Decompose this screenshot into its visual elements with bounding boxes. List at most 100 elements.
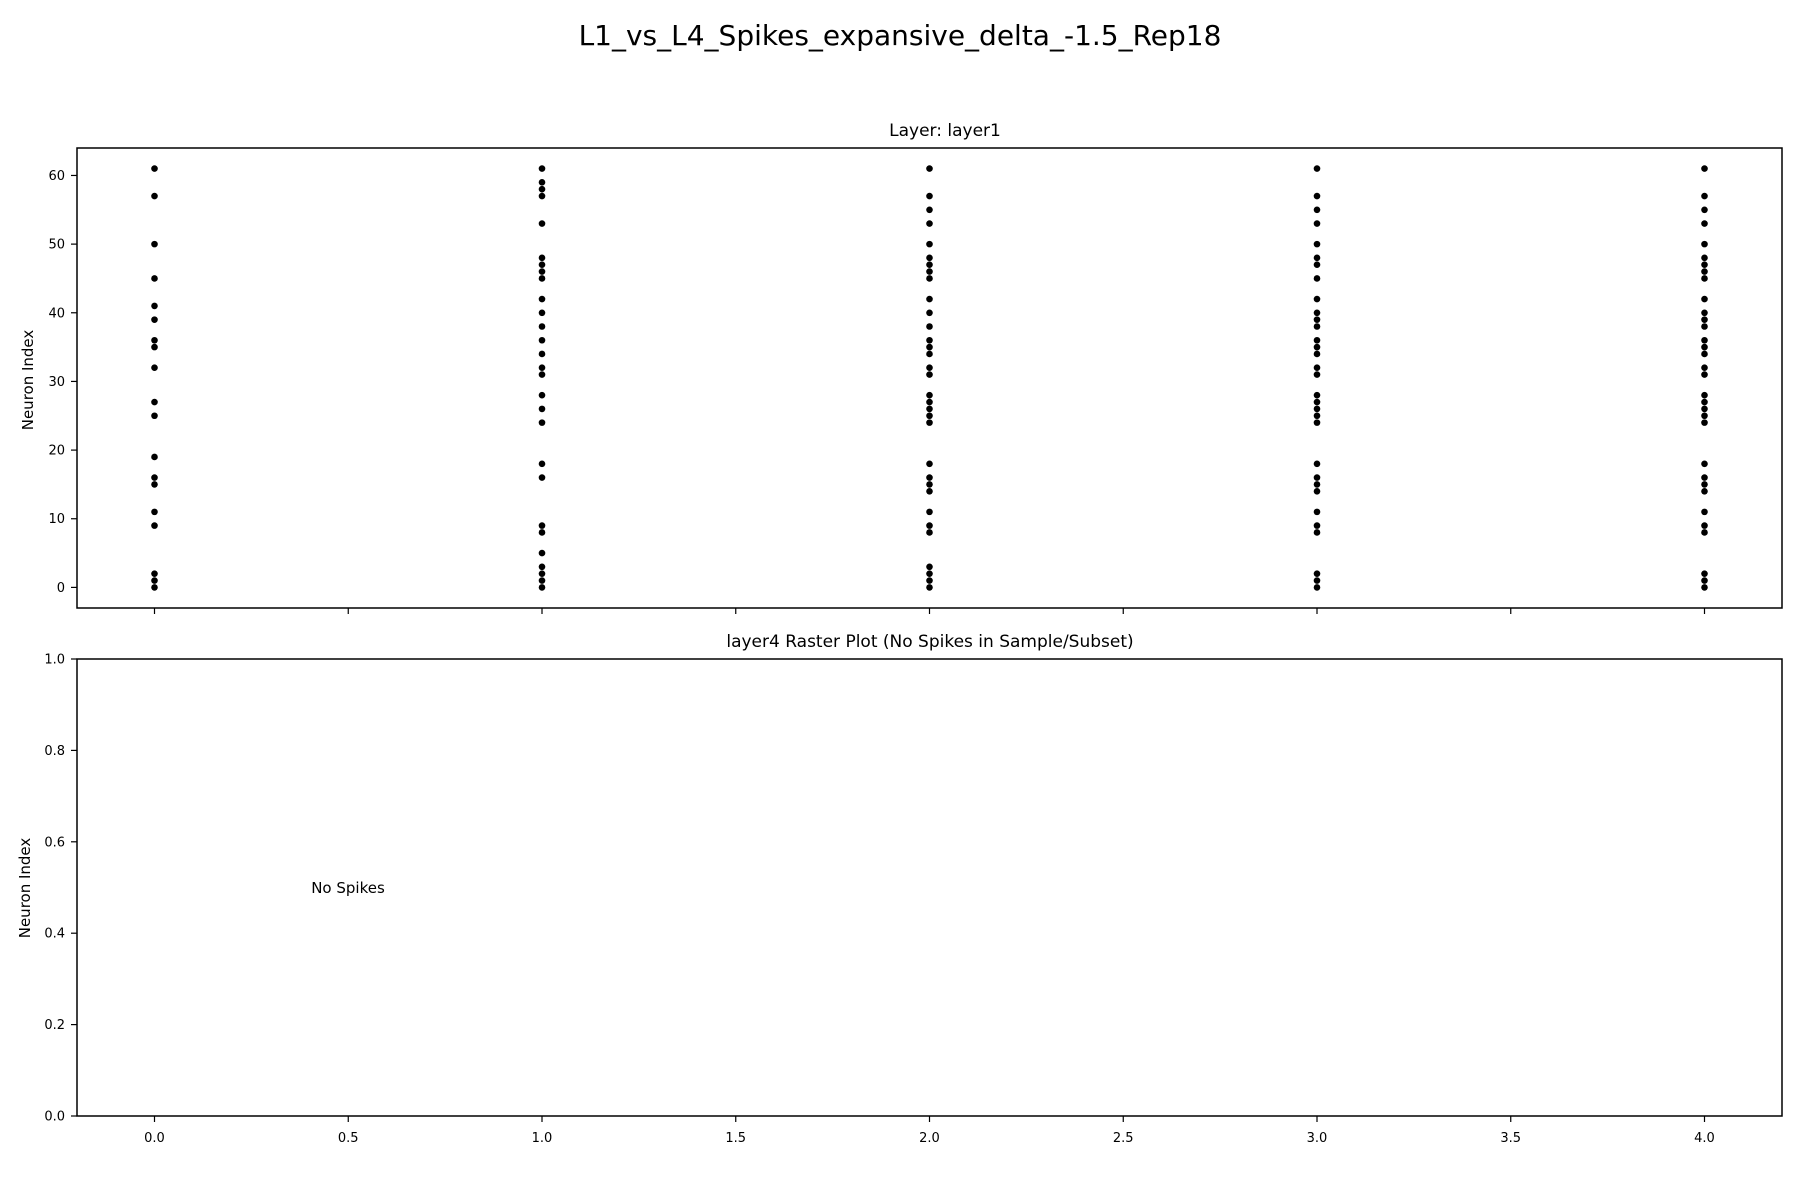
spike-point [538,364,546,372]
spike-point [926,323,933,330]
spike-point [1313,419,1321,426]
spike-point [926,412,933,420]
spike-point [926,570,933,577]
spike-point [1701,316,1708,323]
spike-point [1313,206,1321,214]
layer4-x-tick-label: 1.0 [532,1131,553,1146]
spike-point [926,192,933,200]
spike-point [1313,261,1321,269]
spike-point [1313,254,1321,262]
spike-point [538,350,546,358]
layer1-plot-frame [76,147,1783,609]
spike-point [538,549,546,557]
spike-point [1701,165,1708,172]
layer4-axes: 0.0 0.5 1.0 1.5 2.0 2.5 3.0 3.5 4.0 0.0 0.2 0.4 0.6 0… [44,653,1715,1147]
spike-point [926,508,933,516]
layer4-y-axis-label: Neuron Index [16,838,34,939]
spike-point [538,185,546,193]
spike-point [926,275,933,282]
spike-point [1313,309,1321,317]
layer1-y-tick-label: 0 [57,581,65,596]
spike-point [926,460,933,468]
spike-point [1701,398,1708,406]
spike-point [1701,295,1708,303]
spike-point [1701,577,1708,584]
spike-point [1313,405,1321,413]
spike-point [151,481,158,488]
layer1-y-axis-label: Neuron Index [19,330,37,431]
spike-point [538,179,546,186]
spike-point [151,192,158,200]
spike-point [926,364,933,372]
spike-point [1313,508,1321,516]
spike-point [1313,295,1321,303]
spike-point [538,529,546,536]
layer1-panel-title: Layer: layer1 [889,121,1001,141]
layer1-spike-marks [151,165,1708,591]
spike-point [1701,192,1708,200]
spike-point [151,336,158,344]
spike-point [1701,254,1708,262]
spike-point [1701,336,1708,344]
spike-point [1313,584,1321,591]
spike-point [926,350,933,358]
layer4-y-tick-label: 0.2 [44,1018,65,1033]
spike-point [151,364,158,372]
spike-point [1313,474,1321,481]
spike-point [151,343,158,351]
spike-point [1701,220,1708,227]
spike-point [538,405,546,413]
spike-point [1313,487,1321,495]
spike-point [1701,343,1708,351]
layer4-x-tick-label: 2.0 [919,1131,940,1146]
spike-point [1701,323,1708,330]
layer4-y-tick-label: 1.0 [44,653,65,668]
spike-point [1701,391,1708,399]
spike-point [1313,398,1321,406]
spike-point [1313,371,1321,378]
spike-point [1701,474,1708,481]
layer4-x-tick-label: 3.0 [1307,1131,1328,1146]
spike-point [1701,584,1708,591]
spike-point [1701,240,1708,248]
spike-point [538,336,546,344]
spike-point [926,391,933,399]
spike-point [151,398,158,406]
spike-point [151,522,158,529]
spike-point [1313,522,1321,529]
layer4-x-tick-label: 3.5 [1500,1131,1521,1146]
spike-point [538,419,546,426]
layer1-y-tick-label: 30 [48,375,65,390]
spike-point [1701,275,1708,282]
spike-point [926,343,933,351]
spike-point [151,508,158,516]
figure-title: L1_vs_L4_Spikes_expansive_delta_-1.5_Rep… [579,19,1222,52]
spike-point [1701,412,1708,420]
spike-point [1701,481,1708,488]
spike-point [1313,165,1321,172]
layer4-y-tick-label: 0.6 [44,835,65,850]
spike-point [151,165,158,172]
spike-point [1701,206,1708,214]
layer1-y-tick-label: 50 [48,238,65,253]
layer4-y-tick-label: 0.4 [44,927,65,942]
spike-point [151,453,158,461]
layer1-axes: 0 10 20 30 40 50 60 [48,169,1706,614]
spike-point [926,295,933,303]
spike-point [1701,529,1708,536]
spike-point [1313,412,1321,420]
spike-point [1313,460,1321,468]
spike-point [538,460,546,468]
spike-point [538,371,546,378]
spike-point [538,309,546,317]
spike-point [151,570,158,577]
spike-point [1701,570,1708,577]
spike-point [151,302,158,310]
layer4-y-tick-label: 0.0 [44,1110,65,1125]
spike-point [926,487,933,495]
spike-point [1313,481,1321,488]
spike-point [1313,391,1321,399]
spike-point [538,165,546,172]
spike-point [1313,350,1321,358]
